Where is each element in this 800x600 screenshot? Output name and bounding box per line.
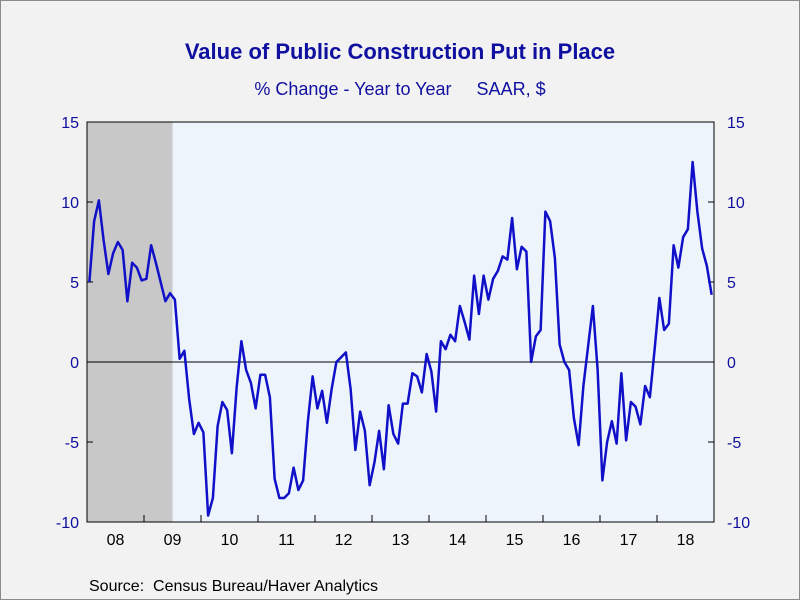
source-note: Source: Census Bureau/Haver Analytics [89,578,379,595]
x-tick-label: 11 [278,532,295,549]
y-tick-label-right: 0 [727,355,736,372]
x-tick-label: 15 [506,532,524,549]
x-tick-label: 10 [221,532,239,549]
recession-shading [87,122,173,522]
y-tick-label-right: -10 [727,515,750,532]
chart-subtitle: % Change - Year to Year SAAR, $ [254,79,546,99]
series-line [88,160,713,517]
x-tick-label: 16 [563,532,581,549]
x-tick-label: 17 [620,532,638,549]
plot-area [87,122,714,522]
y-tick-label-left: -5 [65,435,79,452]
y-tick-label-left: 5 [70,275,79,292]
plot-border [86,121,715,523]
x-tick-label: 13 [392,532,410,549]
y-tick-label-right: 10 [727,195,745,212]
y-tick-label-left: -10 [56,515,79,532]
chart-title: Value of Public Construction Put in Plac… [184,39,616,64]
x-tick-label: 14 [449,532,467,549]
y-tick-label-right: 15 [727,115,745,132]
x-tick-label: 08 [107,532,125,549]
y-tick-label-right: 5 [727,275,736,292]
x-tick-label: 18 [677,532,695,549]
y-tick-label-right: -5 [727,435,741,452]
y-tick-label-left: 15 [61,115,79,132]
y-tick-label-left: 10 [61,195,79,212]
y-tick-label-left: 0 [70,355,79,372]
x-tick-label: 12 [335,532,353,549]
x-tick-label: 09 [164,532,182,549]
